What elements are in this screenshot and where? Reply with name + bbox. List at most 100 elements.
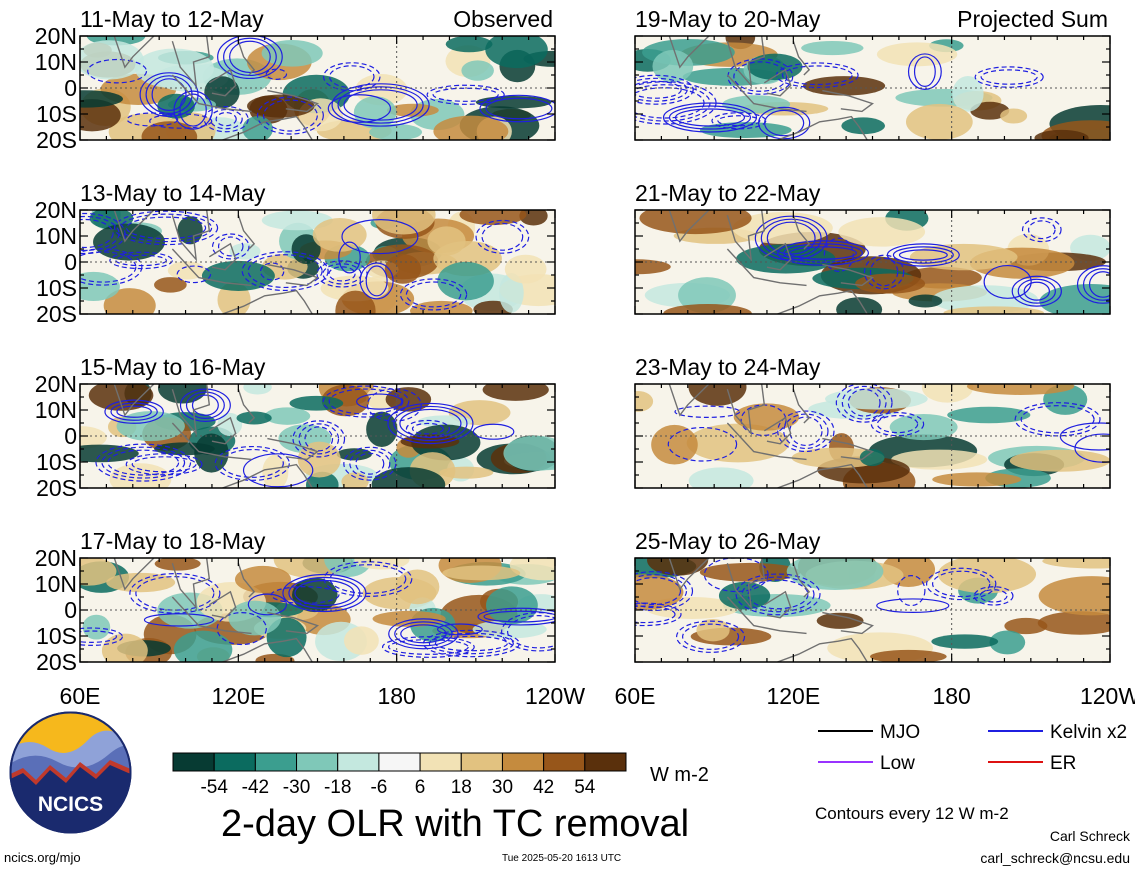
panel-5: 19-May to 20-May Projected Sum (634, 6, 1111, 141)
olr-anomaly (437, 261, 494, 301)
kelvin-contour (143, 613, 215, 627)
kelvin-contour (256, 96, 324, 135)
coastline (237, 562, 256, 598)
coastline (237, 388, 256, 424)
y-tick-label: 20S (36, 301, 77, 327)
site-url[interactable]: ncics.org/mjo (4, 850, 81, 865)
olr-anomaly (101, 633, 148, 662)
olr-anomaly (891, 449, 988, 470)
colorbar-swatch (501, 752, 545, 772)
kelvin-contour (216, 612, 267, 646)
coastline (267, 263, 320, 287)
coastline (208, 242, 237, 271)
olr-anomaly (335, 290, 376, 314)
kelvin-contour (322, 263, 362, 285)
coastline (726, 248, 807, 287)
olr-anomaly (952, 76, 984, 112)
olr-anomaly (343, 626, 379, 655)
olr-anomaly (80, 558, 117, 586)
y-tick-label: 20S (36, 649, 77, 675)
kelvin-contour (674, 405, 741, 418)
kelvin-contour (176, 265, 212, 284)
coastline (822, 89, 875, 113)
kelvin-contour (359, 262, 394, 300)
kelvin-contour (217, 36, 283, 80)
colorbar-swatch (419, 752, 462, 772)
ncics-logo: NCICS (8, 710, 133, 835)
kelvin-contour (907, 53, 942, 90)
olr-anomaly (93, 223, 165, 261)
kelvin-contour (113, 210, 219, 246)
kelvin-contour (501, 612, 555, 652)
olr-anomaly (80, 40, 144, 80)
kelvin-contour (411, 422, 444, 435)
kelvin-contour (214, 445, 290, 481)
kelvin-contour (980, 69, 1038, 85)
olr-anomaly (699, 562, 801, 582)
kelvin-contour (115, 254, 167, 267)
coastline (171, 210, 211, 262)
colorbar-label: -54 (200, 777, 228, 798)
email[interactable]: carl_schreck@ncsu.edu (980, 850, 1130, 866)
olr-anomaly (696, 618, 730, 642)
x-tick-label: 120W (1080, 683, 1135, 709)
coastline (777, 115, 868, 140)
olr-anomaly (366, 411, 398, 447)
colorbar-label: 54 (574, 777, 596, 798)
colorbar-label: 18 (451, 777, 472, 798)
coastline (668, 210, 710, 243)
kelvin-contour (635, 605, 676, 624)
olr-anomaly (825, 388, 928, 410)
kelvin-contour (892, 246, 954, 264)
legend-label: MJO (880, 722, 920, 743)
y-tick-label: 0 (64, 597, 77, 623)
coastline (171, 558, 211, 610)
panel-7: 23-May to 24-May (634, 354, 1111, 489)
kelvin-contour (220, 448, 284, 478)
colorbar-swatch (543, 752, 586, 772)
contour-note: Contours every 12 W m-2 (815, 804, 1009, 823)
coastline (763, 68, 792, 97)
olr-anomaly (486, 586, 538, 625)
olr-anomaly (154, 558, 201, 571)
olr-anomaly (841, 117, 886, 135)
kelvin-contour (405, 281, 462, 308)
olr-anomaly (1037, 611, 1110, 635)
kelvin-contour (789, 416, 823, 447)
olr-anomaly (678, 277, 736, 314)
kelvin-contour (974, 66, 1044, 88)
kelvin-contour (328, 266, 356, 282)
olr-anomaly (82, 614, 111, 640)
panel-label: 23-May to 24-May (635, 354, 821, 380)
colorbar-swatch (213, 752, 256, 772)
olr-anomaly (228, 600, 282, 636)
kelvin-contour (847, 388, 881, 417)
coastline (763, 242, 792, 271)
kelvin-contour (116, 405, 152, 418)
olr-anomaly (870, 649, 947, 662)
kelvin-contour (80, 212, 126, 255)
olr-anomaly (635, 391, 654, 412)
coastline (792, 562, 811, 598)
y-tick-label: 20N (35, 197, 77, 223)
panel-8: 25-May to 26-May (634, 528, 1111, 663)
x-tick-label: 120W (525, 683, 585, 709)
olr-anomaly (134, 48, 214, 89)
coastline (792, 40, 811, 76)
coastline (777, 463, 868, 488)
kelvin-contour (682, 623, 740, 650)
olr-anomaly (445, 36, 493, 53)
coastline (777, 289, 868, 314)
kelvin-contour (635, 74, 694, 105)
kelvin-contour (338, 241, 361, 274)
olr-anomaly (1038, 576, 1110, 616)
x-tick-label: 120E (211, 683, 265, 709)
olr-anomaly (409, 300, 473, 314)
kelvin-contour (87, 58, 148, 84)
kelvin-contour (841, 385, 887, 420)
coastline (726, 36, 766, 88)
coastline (171, 74, 252, 113)
kelvin-contour (262, 99, 318, 132)
